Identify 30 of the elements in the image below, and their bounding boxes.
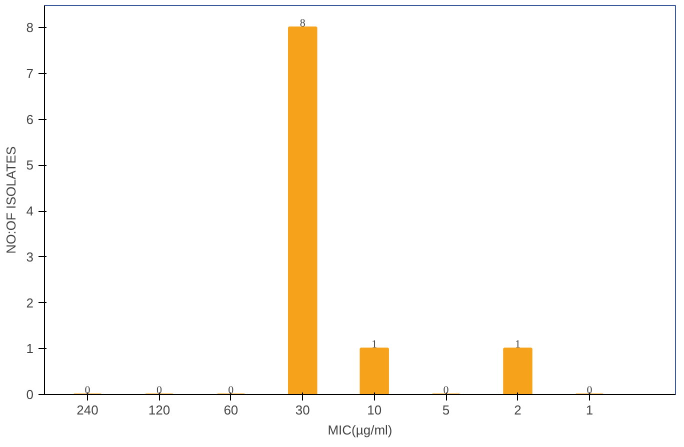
y-tick-label: 6 [26, 112, 34, 127]
x-tick-label: 1 [586, 402, 594, 418]
y-axis-title: NO:OF ISOLATES [3, 146, 18, 254]
data-label: 8 [300, 18, 306, 30]
x-axis-title: MIC(µg/ml) [328, 422, 392, 438]
x-tick-label: 30 [295, 402, 310, 418]
x-tick-label: 60 [224, 402, 238, 418]
bar [288, 26, 318, 394]
x-tick-label: 2 [514, 402, 522, 418]
y-tick-label: 4 [26, 204, 34, 219]
y-tick-label: 5 [26, 158, 34, 173]
y-tick-label: 1 [26, 341, 34, 356]
data-label: 0 [156, 384, 162, 396]
x-tick-label: 10 [367, 402, 382, 418]
x-tick-label: 240 [76, 402, 98, 418]
data-label: 0 [84, 384, 91, 396]
data-label: 0 [443, 384, 450, 396]
y-tick-label: 8 [26, 20, 34, 36]
data-label: 0 [228, 384, 234, 396]
y-tick-label: 7 [26, 66, 34, 81]
data-label: 1 [372, 338, 378, 351]
y-tick-label: 2 [26, 295, 34, 310]
data-label: 0 [586, 384, 593, 396]
x-tick-label: 5 [442, 402, 450, 418]
data-label: 1 [515, 338, 520, 351]
y-tick-label: 0 [26, 387, 34, 402]
y-tick-label: 3 [26, 249, 34, 264]
bar [360, 348, 389, 394]
x-tick-label: 120 [148, 402, 170, 418]
bar [503, 348, 532, 394]
